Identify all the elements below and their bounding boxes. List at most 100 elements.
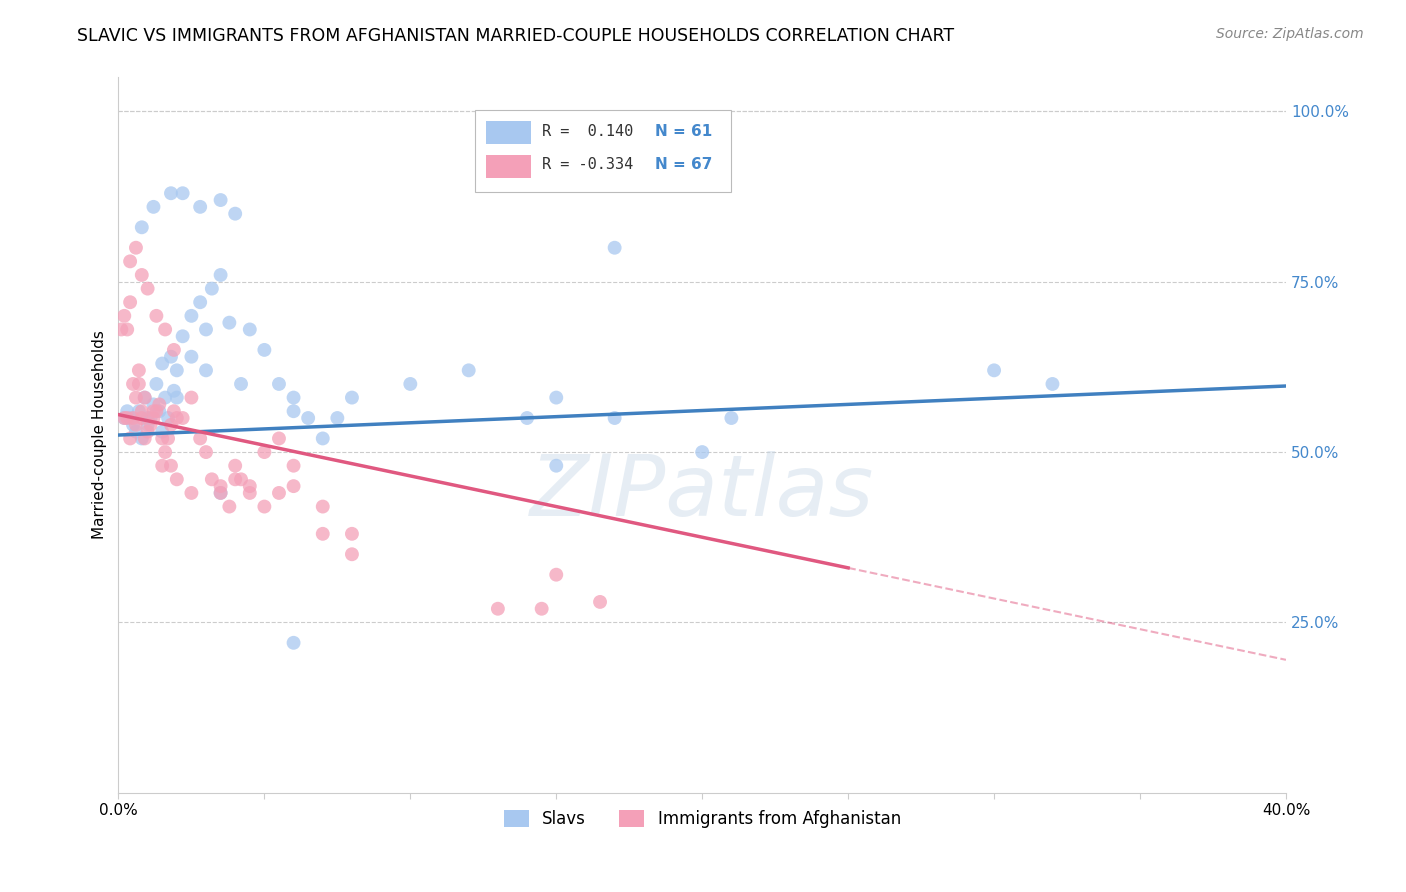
- Point: [209, 193, 232, 207]
- Point: [166, 363, 188, 377]
- Point: [115, 404, 138, 418]
- Point: [172, 411, 194, 425]
- Point: [195, 363, 218, 377]
- Point: [180, 391, 202, 405]
- Point: [340, 547, 363, 561]
- Point: [136, 282, 159, 296]
- Point: [209, 486, 232, 500]
- Point: [253, 500, 276, 514]
- Point: [148, 397, 170, 411]
- Point: [125, 417, 148, 432]
- Point: [112, 309, 135, 323]
- Point: [180, 309, 202, 323]
- Point: [157, 432, 180, 446]
- Point: [150, 458, 173, 473]
- Point: [209, 479, 232, 493]
- Point: [486, 601, 509, 615]
- Point: [209, 486, 232, 500]
- Point: [239, 479, 262, 493]
- Text: N = 61: N = 61: [655, 124, 713, 138]
- Point: [115, 322, 138, 336]
- Point: [120, 432, 142, 446]
- Point: [172, 186, 194, 201]
- Point: [150, 425, 173, 439]
- Point: [153, 322, 176, 336]
- Point: [145, 376, 167, 391]
- Point: [180, 350, 202, 364]
- Point: [142, 404, 165, 418]
- Point: [312, 432, 335, 446]
- Point: [546, 391, 568, 405]
- Point: [224, 207, 246, 221]
- Point: [267, 376, 290, 391]
- Point: [201, 472, 224, 486]
- Point: [283, 479, 305, 493]
- Point: [112, 411, 135, 425]
- Point: [120, 295, 142, 310]
- Point: [603, 241, 626, 255]
- Point: [160, 458, 183, 473]
- Text: Source: ZipAtlas.com: Source: ZipAtlas.com: [1216, 27, 1364, 41]
- Point: [110, 322, 132, 336]
- Point: [267, 432, 290, 446]
- Point: [139, 411, 162, 425]
- Point: [239, 322, 262, 336]
- Point: [128, 404, 150, 418]
- Point: [283, 404, 305, 418]
- Point: [253, 343, 276, 357]
- Point: [283, 458, 305, 473]
- Point: [603, 411, 626, 425]
- Point: [148, 404, 170, 418]
- Point: [134, 432, 156, 446]
- Point: [166, 411, 188, 425]
- Point: [134, 391, 156, 405]
- Point: [122, 376, 145, 391]
- FancyBboxPatch shape: [475, 110, 731, 192]
- Point: [160, 350, 183, 364]
- Point: [163, 343, 186, 357]
- Point: [131, 432, 153, 446]
- Point: [134, 391, 156, 405]
- Point: [267, 486, 290, 500]
- Text: SLAVIC VS IMMIGRANTS FROM AFGHANISTAN MARRIED-COUPLE HOUSEHOLDS CORRELATION CHAR: SLAVIC VS IMMIGRANTS FROM AFGHANISTAN MA…: [77, 27, 955, 45]
- Point: [690, 445, 713, 459]
- Point: [195, 322, 218, 336]
- Point: [122, 417, 145, 432]
- Point: [516, 411, 538, 425]
- Point: [136, 425, 159, 439]
- Point: [312, 526, 335, 541]
- Point: [122, 411, 145, 425]
- Point: [180, 486, 202, 500]
- Point: [163, 384, 186, 398]
- Point: [209, 268, 232, 282]
- Point: [131, 268, 153, 282]
- Point: [128, 363, 150, 377]
- Point: [229, 472, 252, 486]
- Legend: Slavs, Immigrants from Afghanistan: Slavs, Immigrants from Afghanistan: [496, 803, 907, 834]
- Point: [131, 220, 153, 235]
- Text: ZIPatlas: ZIPatlas: [530, 450, 875, 533]
- FancyBboxPatch shape: [486, 154, 530, 178]
- Point: [150, 357, 173, 371]
- Point: [546, 458, 568, 473]
- Point: [139, 417, 162, 432]
- Point: [112, 411, 135, 425]
- Point: [120, 411, 142, 425]
- Point: [150, 432, 173, 446]
- Point: [224, 472, 246, 486]
- Point: [340, 526, 363, 541]
- Text: R =  0.140: R = 0.140: [543, 124, 634, 138]
- Point: [312, 500, 335, 514]
- Point: [166, 472, 188, 486]
- Point: [457, 363, 479, 377]
- Point: [153, 391, 176, 405]
- Point: [239, 486, 262, 500]
- Text: R = -0.334: R = -0.334: [543, 157, 634, 172]
- Point: [115, 411, 138, 425]
- Point: [195, 445, 218, 459]
- Y-axis label: Married-couple Households: Married-couple Households: [93, 331, 107, 540]
- Point: [188, 295, 211, 310]
- Point: [983, 363, 1005, 377]
- Point: [142, 411, 165, 425]
- Point: [172, 329, 194, 343]
